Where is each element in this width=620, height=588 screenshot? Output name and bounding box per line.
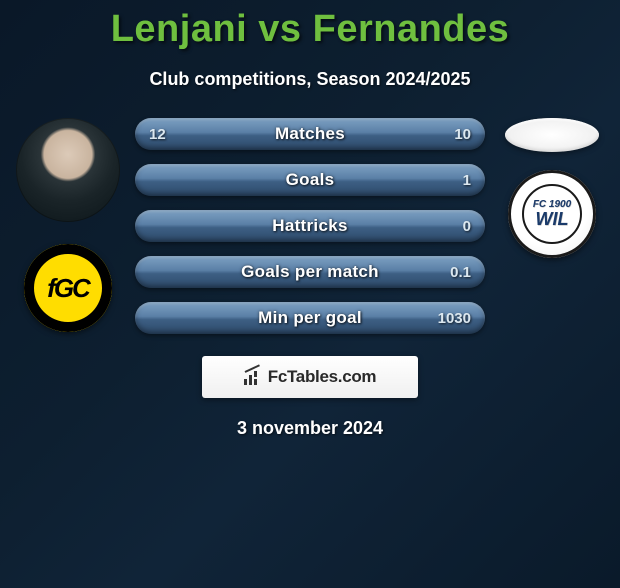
stat-right-value: 1030 [438, 310, 471, 327]
player2-photo [505, 118, 599, 152]
stat-left-value: 12 [149, 126, 166, 143]
stat-label: Goals per match [241, 262, 379, 282]
stat-row: Goals 1 [135, 164, 485, 196]
comparison-date: 3 november 2024 [0, 418, 620, 439]
stat-label: Matches [275, 124, 345, 144]
player1-club-badge: fGC [24, 244, 112, 332]
player1-photo [16, 118, 120, 222]
stat-row: Hattricks 0 [135, 210, 485, 242]
stat-bars: 12 Matches 10 Goals 1 Hattricks 0 Goals … [135, 118, 485, 334]
stat-row: Goals per match 0.1 [135, 256, 485, 288]
chart-icon [244, 369, 262, 385]
attribution-logo[interactable]: FcTables.com [202, 356, 418, 398]
right-column: FC 1900 WIL [492, 118, 612, 258]
page-title: Lenjani vs Fernandes [0, 8, 620, 51]
stat-right-value: 0 [463, 218, 471, 235]
comparison-content: fGC FC 1900 WIL 12 Matches 10 Goals 1 Ha… [0, 118, 620, 439]
left-column: fGC [8, 118, 128, 332]
stat-row: 12 Matches 10 [135, 118, 485, 150]
attribution-text: FcTables.com [268, 367, 377, 387]
stat-right-value: 10 [454, 126, 471, 143]
stat-label: Min per goal [258, 308, 362, 328]
subtitle: Club competitions, Season 2024/2025 [0, 69, 620, 90]
stat-right-value: 0.1 [450, 264, 471, 281]
stat-label: Hattricks [272, 216, 347, 236]
stat-label: Goals [286, 170, 335, 190]
stat-right-value: 1 [463, 172, 471, 189]
badge-right-text: FC 1900 WIL [533, 199, 571, 230]
stat-row: Min per goal 1030 [135, 302, 485, 334]
player2-club-badge: FC 1900 WIL [508, 170, 596, 258]
